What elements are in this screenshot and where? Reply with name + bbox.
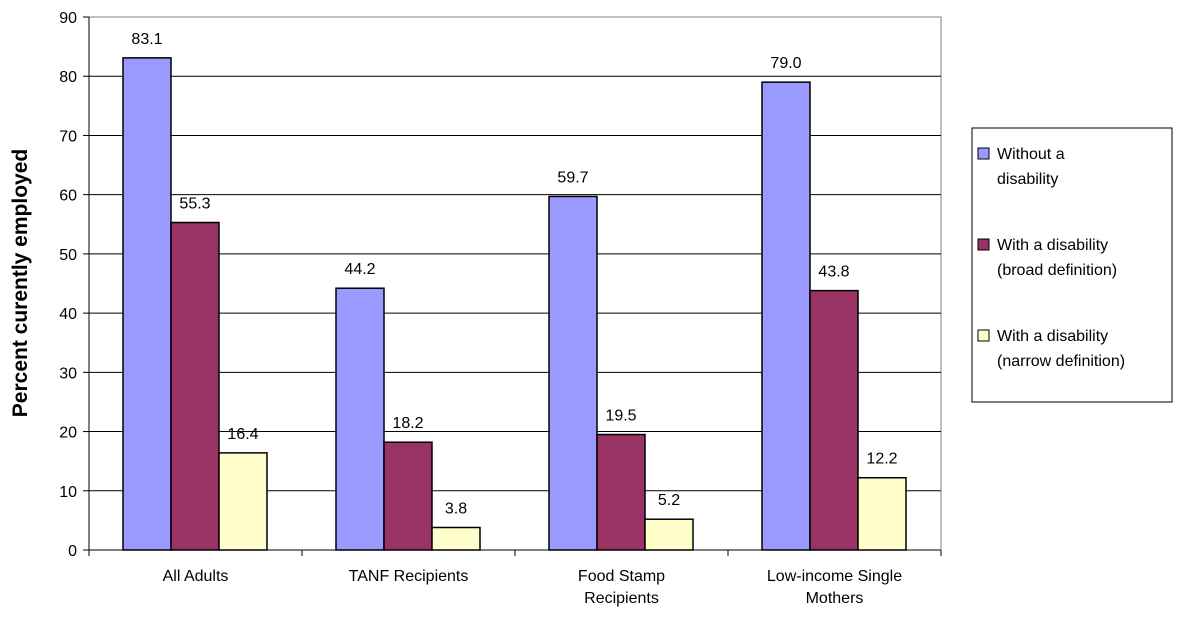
y-tick-label: 10 — [59, 484, 77, 501]
x-category-label: All Adults — [163, 568, 229, 585]
legend-swatch — [977, 238, 990, 251]
legend-entry-label: With a disability — [997, 328, 1108, 345]
axes: 0 10 20 30 40 50 60 70 80 90 All Adults TANF Recipi… — [59, 10, 942, 607]
legend-swatch — [977, 329, 990, 342]
x-category-label: TANF Recipients — [349, 568, 469, 585]
x-category-label: Low-income Single — [767, 568, 902, 585]
bar-value-label: 83.1 — [131, 31, 162, 48]
y-tick-label: 20 — [59, 425, 77, 442]
bar — [596, 433, 646, 551]
legend-entry-label: With a disability — [997, 237, 1108, 254]
legend: Without a disability With a disability (bro… — [971, 127, 1173, 403]
bar — [761, 81, 811, 551]
y-tick-label: 30 — [59, 365, 77, 382]
y-tick-label: 80 — [59, 69, 77, 86]
bar-value-label: 44.2 — [344, 261, 375, 278]
legend-entry-label: disability — [997, 171, 1058, 188]
y-tick-label: 50 — [59, 247, 77, 264]
y-tick-label: 60 — [59, 188, 77, 205]
y-tick-label: 70 — [59, 128, 77, 145]
legend-entry-label: (narrow definition) — [997, 353, 1125, 370]
legend-entry-label: Without a — [997, 146, 1065, 163]
bar — [809, 289, 859, 551]
bar-value-label: 12.2 — [866, 451, 897, 468]
legend-entry-label: (broad definition) — [997, 262, 1117, 279]
y-axis-title: Percent curently employed — [9, 149, 32, 417]
bar-value-label: 59.7 — [557, 169, 588, 186]
bar-value-label: 79.0 — [770, 55, 801, 72]
bar — [122, 57, 172, 551]
bar — [548, 195, 598, 551]
bar — [383, 441, 433, 551]
bar-value-label: 5.2 — [658, 492, 680, 509]
y-tick-label: 40 — [59, 306, 77, 323]
y-tick-label: 90 — [59, 10, 77, 27]
bar — [218, 452, 268, 551]
bars — [122, 57, 907, 551]
bar-value-label: 3.8 — [445, 500, 467, 517]
bar-value-label: 19.5 — [605, 408, 636, 425]
y-tick-label: 0 — [68, 543, 77, 560]
bar-value-label: 18.2 — [392, 415, 423, 432]
bar — [644, 518, 694, 551]
bar — [170, 221, 220, 551]
x-category-label: Mothers — [806, 590, 864, 607]
bar — [431, 526, 481, 551]
bar-value-label: 16.4 — [227, 426, 258, 443]
x-category-label: Food Stamp — [578, 568, 665, 585]
bar — [335, 287, 385, 551]
legend-swatch — [977, 147, 990, 160]
x-category-label: Recipients — [584, 590, 659, 607]
bar — [857, 476, 907, 551]
bar-value-label: 55.3 — [179, 196, 210, 213]
bar-value-label: 43.8 — [818, 264, 849, 281]
data-labels: 83.1 55.3 16.4 44.2 18.2 3.8 59.7 19.5 5.2 79.0 43… — [131, 31, 897, 518]
legend-box — [971, 127, 1173, 403]
